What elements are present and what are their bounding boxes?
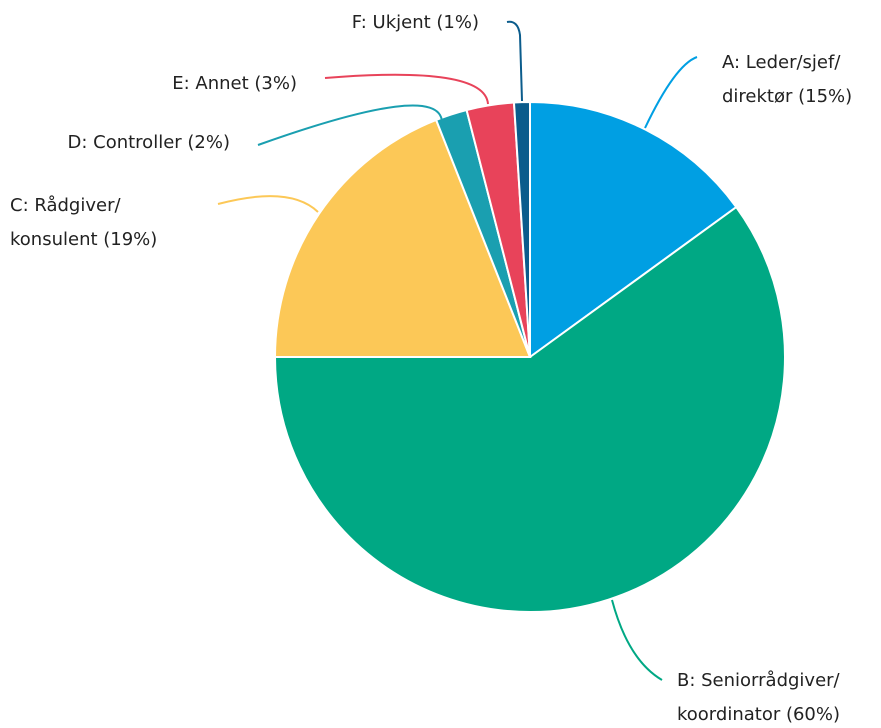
label-line: C: Rådgiver/	[10, 195, 121, 216]
slice-label: F: Ukjent (1%)	[352, 12, 479, 33]
label-line: E: Annet (3%)	[172, 73, 297, 94]
leader-line	[257, 104, 443, 146]
slice-label: C: Rådgiver/konsulent (19%)	[10, 195, 157, 250]
slice-label: B: Seniorrådgiver/koordinator (60%)	[677, 670, 841, 725]
pie-slice	[273, 118, 532, 358]
label-line: koordinator (60%)	[677, 704, 840, 725]
slice-label: D: Controller (2%)	[67, 132, 230, 153]
slice-label: E: Annet (3%)	[172, 73, 297, 94]
leader-line	[217, 195, 319, 213]
pie-slice	[512, 100, 531, 358]
pie-slice	[529, 100, 738, 359]
leader-line	[506, 20, 523, 102]
label-line: direktør (15%)	[722, 86, 852, 107]
label-line: D: Controller (2%)	[67, 132, 230, 153]
leader-line	[324, 73, 489, 105]
leader-line	[644, 56, 698, 129]
leader-line	[611, 599, 663, 681]
label-line: F: Ukjent (1%)	[352, 12, 479, 33]
slice-label: A: Leder/sjef/direktør (15%)	[722, 52, 852, 107]
label-line: B: Seniorrådgiver/	[677, 670, 841, 691]
label-line: konsulent (19%)	[10, 229, 157, 250]
pie-slice	[273, 205, 786, 613]
label-line: A: Leder/sjef/	[722, 52, 841, 73]
